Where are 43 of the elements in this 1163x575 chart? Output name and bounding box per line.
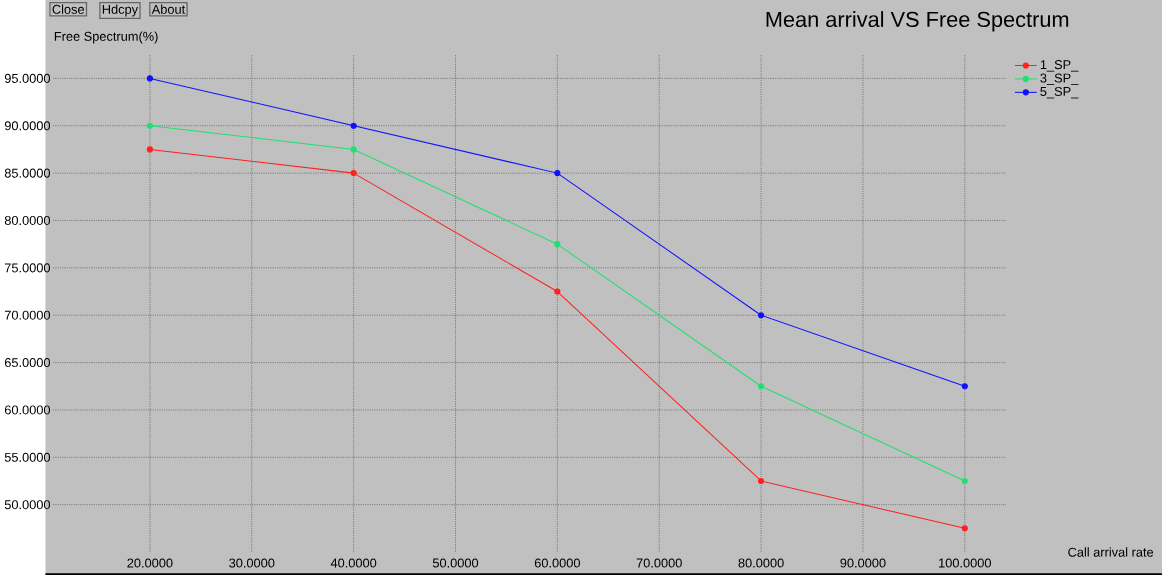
point — [758, 477, 765, 485]
y-tick-label: 55.0000 — [4, 452, 51, 462]
point — [554, 241, 561, 248]
y-tick-label: 90.0000 — [4, 121, 51, 131]
y-tick-label: 60.0000 — [4, 405, 51, 415]
legend-label: 5_SP_ — [1040, 86, 1079, 99]
point — [146, 122, 153, 129]
legend-label: 3_SP_ — [1040, 73, 1079, 85]
y-tick-label: 50.0000 — [4, 500, 51, 510]
point — [350, 122, 357, 129]
y-tick-label: 70.0000 — [4, 310, 51, 320]
x-tick-label: 80.0000 — [738, 558, 784, 568]
point — [961, 383, 968, 390]
point — [961, 477, 968, 485]
y-tick-label: 75.0000 — [4, 263, 51, 273]
point — [146, 75, 153, 82]
text: About — [151, 4, 186, 14]
x-tick-label: 100.0000 — [939, 558, 991, 568]
y-tick-label: 85.0000 — [4, 168, 51, 178]
point — [146, 146, 153, 153]
y-tick-label: 95.0000 — [4, 73, 51, 83]
y-tick-label: 80.0000 — [4, 215, 51, 225]
text: Hdcpy — [102, 4, 139, 17]
legend-label: 1_SP_ — [1040, 60, 1079, 72]
point — [554, 170, 561, 177]
point — [350, 146, 357, 153]
point — [758, 383, 765, 390]
point — [554, 288, 561, 295]
x-tick-label: 50.0000 — [432, 558, 479, 568]
chart-title: Mean arrival VS Free Spectrum — [766, 11, 1069, 32]
y-tick-label: 65.0000 — [4, 358, 51, 368]
point — [350, 170, 357, 177]
point — [758, 312, 765, 319]
text: Close — [52, 4, 85, 14]
x-tick-label: 70.0000 — [636, 558, 682, 568]
x-tick-label: 90.0000 — [840, 558, 886, 568]
y-axis-title: Free Spectrum(%) — [54, 31, 158, 44]
x-tick-label: 20.0000 — [127, 558, 173, 568]
point — [961, 525, 968, 532]
x-axis-title: Call arrival rate — [1068, 547, 1154, 557]
x-tick-label: 30.0000 — [229, 558, 275, 568]
x-tick-label: 60.0000 — [534, 558, 580, 568]
x-tick-label: 40.0000 — [330, 558, 377, 568]
